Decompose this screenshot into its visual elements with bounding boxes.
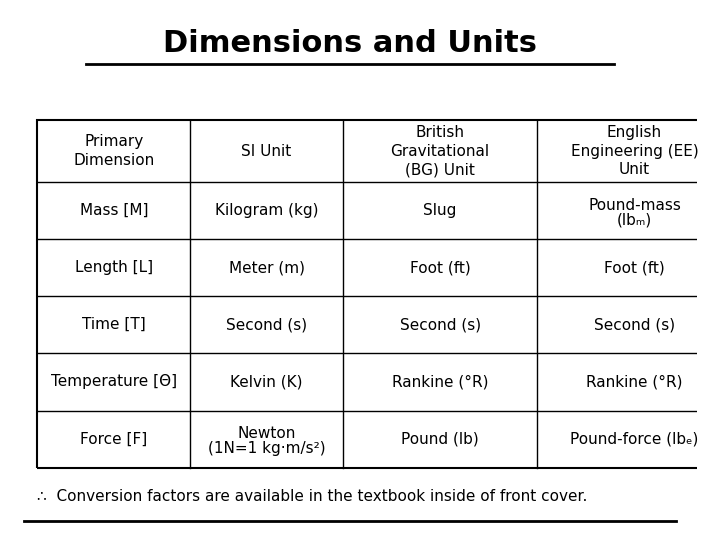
Text: Foot (ft): Foot (ft) xyxy=(410,260,470,275)
Text: Second (s): Second (s) xyxy=(226,318,307,332)
Text: SI Unit: SI Unit xyxy=(241,144,292,159)
Text: Second (s): Second (s) xyxy=(400,318,481,332)
Text: Kilogram (kg): Kilogram (kg) xyxy=(215,203,318,218)
Text: (1N=1 kg·m/s²): (1N=1 kg·m/s²) xyxy=(208,441,325,456)
Text: Pound-force (lbₑ): Pound-force (lbₑ) xyxy=(570,431,698,447)
Text: Second (s): Second (s) xyxy=(594,318,675,332)
Text: Rankine (°R): Rankine (°R) xyxy=(586,374,683,389)
Text: English
Engineering (EE)
Unit: English Engineering (EE) Unit xyxy=(570,125,698,177)
Text: British
Gravitational
(BG) Unit: British Gravitational (BG) Unit xyxy=(390,125,490,177)
Text: Pound (lb): Pound (lb) xyxy=(401,431,479,447)
Text: Kelvin (K): Kelvin (K) xyxy=(230,374,303,389)
Text: Time [T]: Time [T] xyxy=(82,318,145,332)
Text: Foot (ft): Foot (ft) xyxy=(604,260,665,275)
Bar xyxy=(37,120,720,468)
Text: Mass [M]: Mass [M] xyxy=(80,203,148,218)
Text: Slug: Slug xyxy=(423,203,456,218)
Text: Pound-mass: Pound-mass xyxy=(588,198,681,213)
Text: Length [L]: Length [L] xyxy=(75,260,153,275)
Text: Force [F]: Force [F] xyxy=(80,431,148,447)
Text: Rankine (°R): Rankine (°R) xyxy=(392,374,488,389)
Text: Newton: Newton xyxy=(238,426,296,441)
Text: (lbₘ): (lbₘ) xyxy=(617,213,652,227)
Text: Meter (m): Meter (m) xyxy=(228,260,305,275)
Text: Primary
Dimension: Primary Dimension xyxy=(73,134,155,168)
Text: ∴  Conversion factors are available in the textbook inside of front cover.: ∴ Conversion factors are available in th… xyxy=(37,489,588,504)
Text: Dimensions and Units: Dimensions and Units xyxy=(163,30,537,58)
Text: Temperature [Θ]: Temperature [Θ] xyxy=(51,374,177,389)
